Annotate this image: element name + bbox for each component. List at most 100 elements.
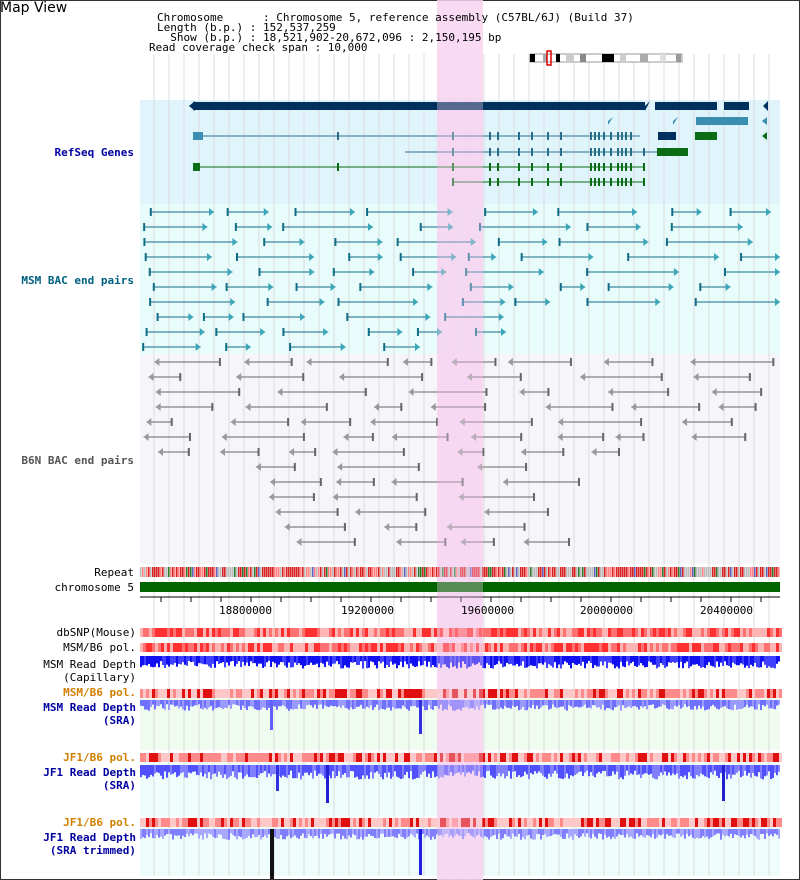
depth-bar: [552, 656, 554, 668]
depth-bar: [214, 829, 216, 838]
repeat-mark: [358, 567, 360, 577]
depth-bar: [776, 656, 778, 664]
polymorphism-cell: [146, 689, 149, 698]
depth-bar: [402, 656, 404, 668]
polymorphism-cell: [152, 643, 155, 652]
polymorphism-cell: [296, 753, 299, 762]
repeat-mark: [156, 567, 158, 577]
polymorphism-cell: [422, 818, 425, 827]
repeat-mark: [188, 567, 190, 577]
polymorphism-cell: [179, 643, 182, 652]
depth-bar: [456, 656, 458, 669]
polymorphism-cell: [458, 689, 461, 698]
depth-bar: [538, 829, 540, 835]
repeat-mark: [270, 567, 272, 577]
depth-bar: [244, 656, 246, 666]
bac-end: [145, 328, 148, 336]
repeat-mark: [378, 567, 380, 577]
repeat-mark: [572, 567, 574, 577]
depth-bar: [582, 700, 584, 707]
repeat-mark: [590, 567, 592, 577]
polymorphism-cell: [158, 689, 161, 698]
depth-bar: [544, 656, 546, 663]
polymorphism-cell: [176, 628, 179, 637]
polymorphism-cell: [311, 628, 314, 637]
repeat-mark: [756, 567, 758, 577]
polymorphism-cell: [671, 643, 674, 652]
depth-bar: [158, 700, 160, 707]
depth-bar: [346, 829, 348, 840]
polymorphism-cell: [155, 818, 158, 827]
depth-bar: [248, 829, 250, 836]
depth-bar: [550, 829, 552, 836]
depth-bar: [558, 700, 560, 708]
polymorphism-cell: [611, 818, 614, 827]
repeat-mark: [250, 567, 252, 577]
gene-exon: [630, 178, 632, 186]
depth-bar: [622, 700, 624, 706]
depth-bar: [176, 656, 178, 667]
gene-exon: [547, 132, 549, 140]
repeat-mark: [178, 567, 180, 577]
depth-bar: [480, 829, 482, 837]
polymorphism-cell: [731, 753, 734, 762]
depth-bar: [362, 765, 364, 776]
depth-bar: [206, 656, 208, 665]
gene-arrow: [762, 132, 767, 140]
depth-bar: [372, 765, 374, 779]
polymorphism-cell: [302, 643, 305, 652]
repeat-mark: [632, 567, 634, 577]
polymorphism-cell: [446, 689, 449, 698]
polymorphism-cell: [554, 753, 557, 762]
depth-bar: [520, 700, 522, 710]
depth-bar: [440, 700, 442, 705]
depth-bar: [378, 765, 380, 774]
bac-end-arrow: [775, 253, 780, 261]
polymorphism-cell: [323, 753, 326, 762]
polymorphism-cell: [260, 818, 263, 827]
polymorphism-cell: [509, 689, 512, 698]
repeat-mark: [212, 567, 214, 577]
polymorphism-cell: [638, 689, 641, 698]
polymorphism-cell: [197, 753, 200, 762]
polymorphism-cell: [656, 818, 659, 827]
polymorphism-cell: [641, 753, 644, 762]
polymorphism-cell: [287, 628, 290, 637]
polymorphism-cell: [692, 818, 695, 827]
depth-bar: [178, 700, 180, 709]
repeat-mark: [634, 567, 636, 577]
depth-bar: [480, 700, 482, 706]
repeat-mark: [610, 567, 612, 577]
depth-bar: [638, 829, 640, 837]
bac-end: [772, 358, 775, 366]
repeat-mark: [498, 567, 500, 577]
refseq-genes-label[interactable]: RefSeq Genes: [54, 146, 134, 159]
polymorphism-cell: [242, 628, 245, 637]
bac-end-arrow: [330, 283, 336, 291]
polymorphism-cell: [461, 818, 464, 827]
depth-bar: [154, 765, 156, 774]
depth-bar: [576, 765, 578, 774]
polymorphism-cell: [779, 753, 782, 762]
polymorphism-cell: [491, 689, 494, 698]
repeat-mark: [582, 567, 584, 577]
polymorphism-cell: [383, 753, 386, 762]
bac-end-arrow: [245, 403, 251, 411]
depth-bar: [688, 656, 690, 669]
bac-end: [337, 298, 340, 306]
polymorphism-cell: [587, 753, 590, 762]
depth-bar: [708, 700, 710, 710]
depth-bar: [442, 700, 444, 711]
depth-bar: [450, 829, 452, 836]
polymorphism-cell: [767, 643, 770, 652]
msm-bac-end-pairs-label[interactable]: MSM BAC end pairs: [21, 274, 134, 287]
b6n-bac-end-pairs-label[interactable]: B6N BAC end pairs: [21, 454, 134, 467]
polymorphism-cell: [176, 753, 179, 762]
polymorphism-cell: [662, 753, 665, 762]
depth-bar: [458, 700, 460, 710]
depth-bar: [402, 700, 404, 706]
depth-bar: [768, 765, 770, 772]
depth-bar: [540, 700, 542, 708]
gene-exon: [518, 163, 520, 171]
polymorphism-cell: [263, 628, 266, 637]
